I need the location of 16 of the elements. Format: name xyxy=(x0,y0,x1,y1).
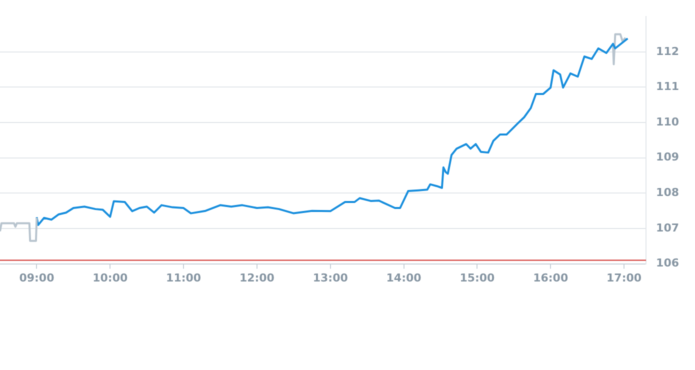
y-tick-label: 107 xyxy=(656,221,680,234)
x-tick-label: 11:00 xyxy=(166,271,202,284)
y-tick-label: 108 xyxy=(656,186,680,200)
x-tick-label: 14:00 xyxy=(386,271,422,284)
x-tick-label: 10:00 xyxy=(92,271,128,284)
x-tick-label: 13:00 xyxy=(312,271,348,284)
y-tick-label: 109 xyxy=(656,150,680,164)
y-tick-label: 110 xyxy=(656,115,680,128)
x-tick-label: 09:00 xyxy=(19,271,55,284)
x-tick-label: 12:00 xyxy=(239,271,275,284)
x-tick-label: 15:00 xyxy=(460,271,496,284)
y-tick-label: 111 xyxy=(656,80,680,94)
x-tick-label: 16:00 xyxy=(533,271,568,284)
y-tick-label: 106 xyxy=(656,256,680,270)
y-tick-label: 112 xyxy=(656,44,680,58)
x-tick-label: 17:00 xyxy=(606,271,642,284)
